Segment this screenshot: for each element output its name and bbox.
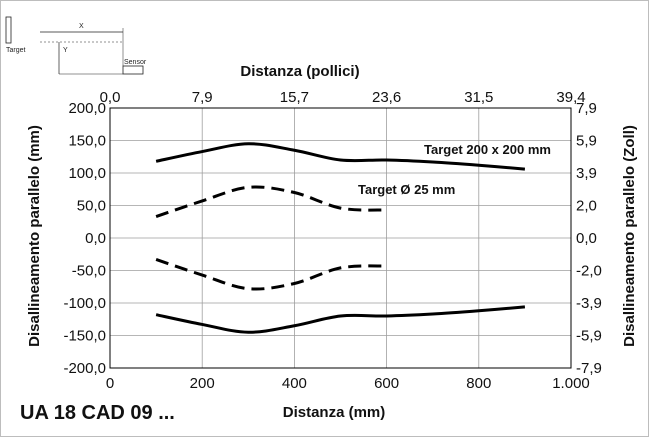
series-lines xyxy=(155,142,526,334)
right-tick-label: -7,9 xyxy=(576,360,602,377)
right-tick-label: 2,0 xyxy=(576,198,597,215)
right-tick-label: 0,0 xyxy=(576,230,597,247)
right-tick-label: -2,0 xyxy=(576,263,602,280)
inset-sensor-icon xyxy=(122,65,144,75)
y-tick-label: -100,0 xyxy=(63,295,106,312)
y-tick-label: -50,0 xyxy=(72,263,106,280)
y-tick-label: 200,0 xyxy=(68,100,106,117)
top-tick-label: 7,9 xyxy=(192,89,213,106)
x-tick-label: 800 xyxy=(466,375,491,392)
right-tick-label: 7,9 xyxy=(576,100,597,117)
y-tick-label: -150,0 xyxy=(63,328,106,345)
right-tick-label: -3,9 xyxy=(576,295,602,312)
x-tick-label: 0 xyxy=(106,375,114,392)
right-tick-label: 5,9 xyxy=(576,133,597,150)
top-tick-label: 23,6 xyxy=(372,89,401,106)
y-tick-label: 150,0 xyxy=(68,133,106,150)
top-axis-title: Distanza (pollici) xyxy=(240,63,359,80)
x-tick-label: 200 xyxy=(190,375,215,392)
series-line-1 xyxy=(155,305,526,334)
top-tick-label: 31,5 xyxy=(464,89,493,106)
top-tick-label: 0,0 xyxy=(100,89,121,106)
inset-y-label: Y xyxy=(63,47,68,54)
x-tick-label: 600 xyxy=(374,375,399,392)
series-line-2 xyxy=(155,185,387,218)
series-label-target-25: Target Ø 25 mm xyxy=(358,182,455,197)
right-axis-title: Disallineamento parallelo (Zoll) xyxy=(621,125,638,347)
inset-target-icon xyxy=(5,16,12,44)
plot-area xyxy=(109,107,572,369)
top-tick-label: 39,4 xyxy=(556,89,585,106)
x-tick-label: 400 xyxy=(282,375,307,392)
series-line-0 xyxy=(155,142,526,171)
inset-x-label: X xyxy=(79,23,84,30)
series-line-3 xyxy=(155,258,387,291)
x-axis-title: Distanza (mm) xyxy=(283,404,386,421)
y-axis-title: Disallineamento parallelo (mm) xyxy=(26,125,43,347)
inset-target-label: Target xyxy=(6,47,26,54)
right-tick-label: -5,9 xyxy=(576,328,602,345)
inset-diagram: X Y Target Sensor xyxy=(5,16,147,75)
top-tick-label: 15,7 xyxy=(280,89,309,106)
x-tick-label: 1.000 xyxy=(552,375,590,392)
y-tick-label: 100,0 xyxy=(68,165,106,182)
series-label-target-200: Target 200 x 200 mm xyxy=(424,142,551,157)
right-tick-label: 3,9 xyxy=(576,165,597,182)
y-tick-label: 0,0 xyxy=(85,230,106,247)
inset-sensor-label: Sensor xyxy=(124,59,147,66)
tick-labels: 0 0,0 200 7,9 400 15,7 600 23,6 800 31,5 1.000 39,4… xyxy=(63,89,601,392)
y-tick-label: 50,0 xyxy=(77,198,106,215)
y-tick-label: -200,0 xyxy=(63,360,106,377)
model-label: UA 18 CAD 09 ... xyxy=(20,402,175,424)
